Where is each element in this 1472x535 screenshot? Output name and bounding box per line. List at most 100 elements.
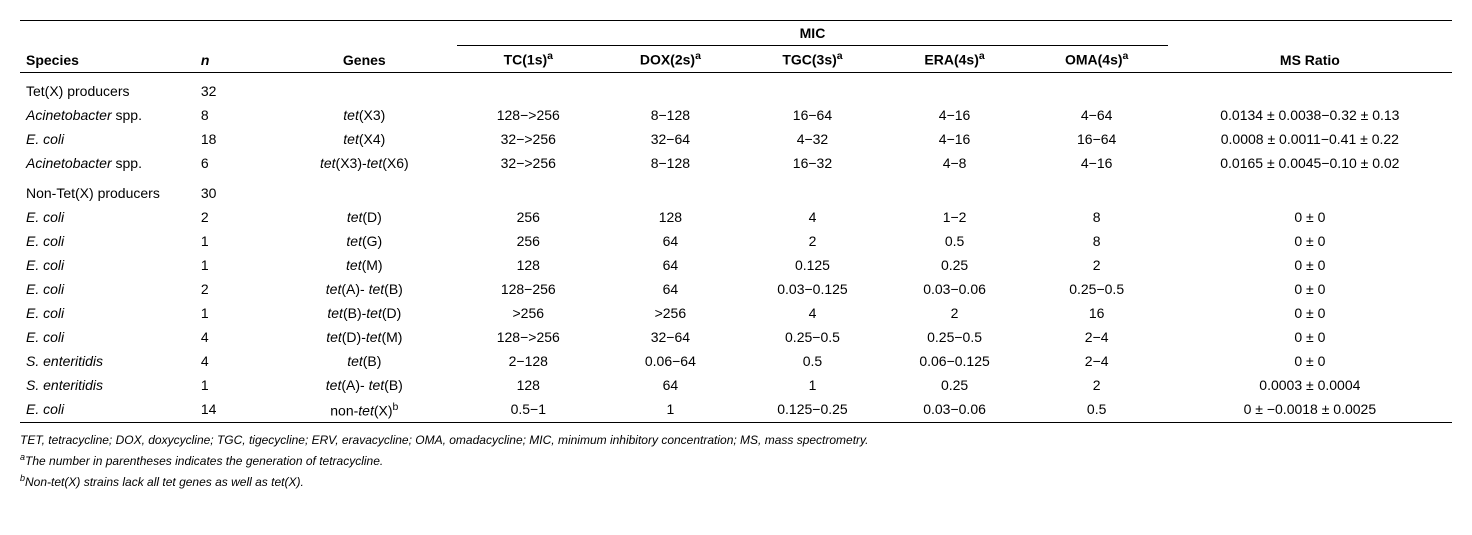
cell-oma: 8: [1026, 229, 1168, 253]
col-ms-ratio: MS Ratio: [1168, 21, 1452, 73]
cell-tc: 2−128: [457, 349, 599, 373]
cell-dox: 8−128: [599, 103, 741, 127]
cell-era: 0.06−0.125: [884, 349, 1026, 373]
cell-oma: 2: [1026, 373, 1168, 397]
cell-tgc: 0.03−0.125: [741, 277, 883, 301]
cell-era: 4−8: [884, 151, 1026, 175]
cell-genes: tet(D): [271, 205, 457, 229]
cell-ms: 0.0165 ± 0.0045−0.10 ± 0.02: [1168, 151, 1452, 175]
cell-genes: tet(D)-tet(M): [271, 325, 457, 349]
cell-era: 0.03−0.06: [884, 397, 1026, 423]
cell-tc: 128−256: [457, 277, 599, 301]
cell-ms: 0.0134 ± 0.0038−0.32 ± 0.13: [1168, 103, 1452, 127]
cell-tgc: 0.125: [741, 253, 883, 277]
cell-tgc: 16−32: [741, 151, 883, 175]
cell-tgc: 2: [741, 229, 883, 253]
cell-oma: 8: [1026, 205, 1168, 229]
mic-table: Species n Genes MIC MS Ratio TC(1s)a DOX…: [20, 20, 1452, 423]
cell-tc: >256: [457, 301, 599, 325]
cell-oma: 0.25−0.5: [1026, 277, 1168, 301]
footnote-a: aThe number in parentheses indicates the…: [20, 451, 1452, 470]
cell-n: 4: [195, 325, 272, 349]
cell-species: Acinetobacter spp.: [20, 151, 195, 175]
cell-species: E. coli: [20, 229, 195, 253]
col-tgc: TGC(3s)a: [741, 46, 883, 73]
cell-n: 1: [195, 229, 272, 253]
cell-tgc: 0.5: [741, 349, 883, 373]
cell-n: 8: [195, 103, 272, 127]
cell-n: 1: [195, 253, 272, 277]
table-row: S. enteritidis1tet(A)- tet(B)1286410.252…: [20, 373, 1452, 397]
table-row: E. coli18tet(X4)32−>25632−644−324−1616−6…: [20, 127, 1452, 151]
cell-genes: tet(B): [271, 349, 457, 373]
col-oma: OMA(4s)a: [1026, 46, 1168, 73]
col-species: Species: [20, 21, 195, 73]
cell-genes: tet(X3)-tet(X6): [271, 151, 457, 175]
cell-tgc: 0.25−0.5: [741, 325, 883, 349]
table-row: E. coli2tet(D)25612841−280 ± 0: [20, 205, 1452, 229]
cell-genes: tet(A)- tet(B): [271, 373, 457, 397]
cell-tc: 128: [457, 373, 599, 397]
footnote-defs: TET, tetracycline; DOX, doxycycline; TGC…: [20, 431, 1452, 449]
group-label: Tet(X) producers: [20, 72, 195, 103]
cell-oma: 0.5: [1026, 397, 1168, 423]
cell-oma: 2−4: [1026, 325, 1168, 349]
cell-ms: 0.0008 ± 0.0011−0.41 ± 0.22: [1168, 127, 1452, 151]
cell-ms: 0 ± 0: [1168, 253, 1452, 277]
cell-oma: 16−64: [1026, 127, 1168, 151]
table-row: E. coli4tet(D)-tet(M)128−>25632−640.25−0…: [20, 325, 1452, 349]
table-body: Tet(X) producers32Acinetobacter spp.8tet…: [20, 72, 1452, 423]
cell-n: 14: [195, 397, 272, 423]
cell-oma: 4−16: [1026, 151, 1168, 175]
cell-species: Acinetobacter spp.: [20, 103, 195, 127]
cell-ms: 0 ± 0: [1168, 325, 1452, 349]
cell-era: 0.5: [884, 229, 1026, 253]
cell-species: E. coli: [20, 325, 195, 349]
cell-oma: 2−4: [1026, 349, 1168, 373]
group-header: Non-Tet(X) producers30: [20, 175, 1452, 205]
cell-species: E. coli: [20, 205, 195, 229]
cell-tgc: 4: [741, 205, 883, 229]
cell-genes: tet(M): [271, 253, 457, 277]
cell-ms: 0 ± 0: [1168, 301, 1452, 325]
cell-tgc: 4: [741, 301, 883, 325]
footnotes: TET, tetracycline; DOX, doxycycline; TGC…: [20, 423, 1452, 491]
cell-genes: tet(G): [271, 229, 457, 253]
cell-ms: 0 ± 0: [1168, 349, 1452, 373]
table-row: Acinetobacter spp.6tet(X3)-tet(X6)32−>25…: [20, 151, 1452, 175]
cell-oma: 16: [1026, 301, 1168, 325]
cell-species: E. coli: [20, 301, 195, 325]
cell-tgc: 16−64: [741, 103, 883, 127]
cell-genes: non-tet(X)b: [271, 397, 457, 423]
cell-tc: 32−>256: [457, 151, 599, 175]
cell-species: E. coli: [20, 127, 195, 151]
cell-ms: 0 ± −0.0018 ± 0.0025: [1168, 397, 1452, 423]
cell-species: S. enteritidis: [20, 349, 195, 373]
cell-n: 6: [195, 151, 272, 175]
cell-era: 0.25: [884, 253, 1026, 277]
cell-ms: 0.0003 ± 0.0004: [1168, 373, 1452, 397]
table-row: E. coli1tet(G)2566420.580 ± 0: [20, 229, 1452, 253]
cell-dox: >256: [599, 301, 741, 325]
group-n: 32: [195, 72, 272, 103]
cell-tc: 256: [457, 229, 599, 253]
cell-dox: 64: [599, 277, 741, 301]
cell-tc: 0.5−1: [457, 397, 599, 423]
table-row: E. coli2tet(A)- tet(B)128−256640.03−0.12…: [20, 277, 1452, 301]
cell-era: 1−2: [884, 205, 1026, 229]
group-label: Non-Tet(X) producers: [20, 175, 195, 205]
cell-dox: 8−128: [599, 151, 741, 175]
col-tc: TC(1s)a: [457, 46, 599, 73]
cell-dox: 32−64: [599, 325, 741, 349]
cell-dox: 32−64: [599, 127, 741, 151]
cell-era: 0.25−0.5: [884, 325, 1026, 349]
cell-genes: tet(X3): [271, 103, 457, 127]
col-genes: Genes: [271, 21, 457, 73]
table-row: E. coli1tet(M)128640.1250.2520 ± 0: [20, 253, 1452, 277]
cell-tgc: 0.125−0.25: [741, 397, 883, 423]
cell-era: 2: [884, 301, 1026, 325]
cell-species: E. coli: [20, 397, 195, 423]
cell-n: 1: [195, 373, 272, 397]
cell-tc: 128−>256: [457, 103, 599, 127]
cell-n: 2: [195, 205, 272, 229]
